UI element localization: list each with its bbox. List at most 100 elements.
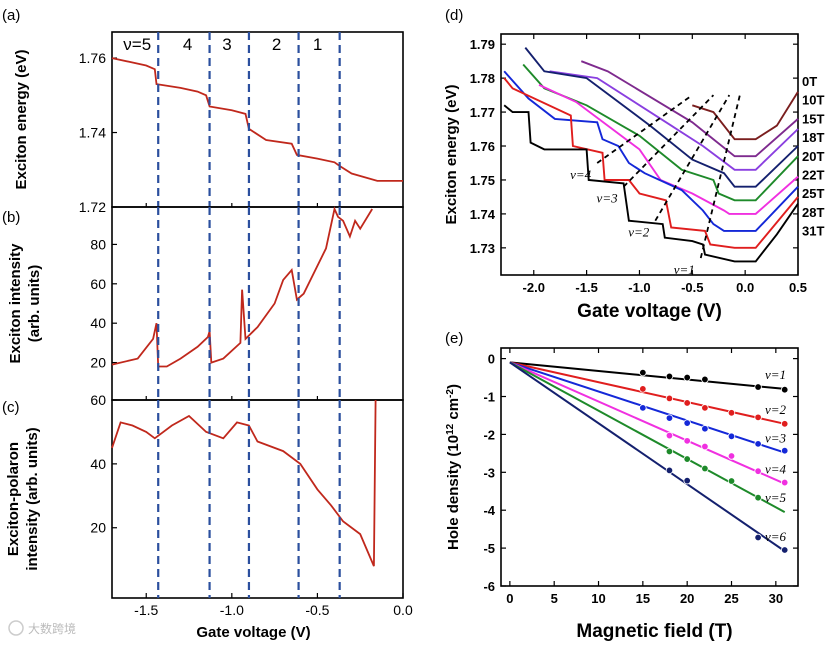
plot-frame xyxy=(111,31,404,208)
filling-factor-dashed-line xyxy=(622,94,715,188)
filling-factor-label: 4 xyxy=(183,35,192,54)
x-tick-label: -2.0 xyxy=(523,280,545,295)
y-tick-label: 1.77 xyxy=(470,105,495,120)
x-axis-label: Magnetic field (T) xyxy=(576,621,732,642)
data-point xyxy=(683,399,691,407)
data-point xyxy=(665,466,674,475)
series-line-10T xyxy=(580,60,799,158)
data-point xyxy=(754,533,762,542)
series-label: ν=2 xyxy=(765,402,787,417)
x-tick-label: 10 xyxy=(591,591,605,606)
series-line-31T xyxy=(503,104,799,263)
data-point xyxy=(727,432,736,441)
y-tick-label: 60 xyxy=(90,392,106,408)
y-tick-label: 1.76 xyxy=(79,50,106,66)
y-axis-label-part: cm xyxy=(445,398,462,424)
data-point xyxy=(754,440,762,448)
y-axis-label: Exciton-polaron xyxy=(5,442,22,556)
y-tick-label: 1.75 xyxy=(470,173,495,188)
plot-frame xyxy=(111,399,404,599)
x-tick-label: -1.5 xyxy=(575,280,597,295)
fit-line-ν=2 xyxy=(509,361,785,425)
y-tick-label: 1.73 xyxy=(470,241,495,256)
y-tick-label: 0 xyxy=(488,352,495,367)
x-tick-label: 30 xyxy=(769,591,783,606)
data-point xyxy=(781,385,789,394)
x-tick-label: 0.0 xyxy=(736,280,754,295)
legend-label: 31T xyxy=(802,224,824,239)
y-tick-label: -6 xyxy=(483,579,495,594)
data-point xyxy=(701,464,709,473)
panel-label-e: (e) xyxy=(445,330,463,347)
fit-line-ν=4 xyxy=(509,361,786,485)
x-tick-label: -1.0 xyxy=(220,602,244,618)
filling-factor-dashed-line xyxy=(596,94,693,164)
data-point xyxy=(665,372,674,381)
x-tick-label: 5 xyxy=(551,591,558,606)
y-tick-label: 1.76 xyxy=(470,139,495,154)
data-point xyxy=(727,477,736,485)
legend-label: 15T xyxy=(802,111,824,126)
data-line-b xyxy=(111,206,373,368)
filling-factor-label: 2 xyxy=(272,35,281,54)
panel-label-c: (c) xyxy=(2,399,20,416)
panel-label-d: (d) xyxy=(445,7,463,24)
x-tick-label: -1.5 xyxy=(134,602,158,618)
series-label: ν=5 xyxy=(765,490,787,505)
plot-frame xyxy=(500,347,799,587)
x-tick-label: -0.5 xyxy=(681,280,703,295)
watermark-text: 大数跨境 xyxy=(28,621,76,636)
panel-e: 0 -1 -2 -3 -4 -5 -6 0 5 10 15 20 25 30 ν=1 ν=2 ν=3 ν=4 ν=5… xyxy=(445,347,799,642)
y-tick-label: 40 xyxy=(90,456,106,472)
data-point xyxy=(701,375,709,384)
data-point xyxy=(683,476,691,485)
legend-label: 0T xyxy=(802,74,817,89)
series-line-15T xyxy=(549,70,799,171)
x-axis-label: Gate voltage (V) xyxy=(577,301,722,322)
data-point xyxy=(665,431,674,440)
series-line-0T xyxy=(692,91,799,141)
legend-label: 28T xyxy=(802,205,824,220)
y-axis-label: Hole density (1012 cm-2) xyxy=(445,384,463,550)
data-point xyxy=(665,394,674,403)
filling-labels-a: ν=5 4 3 2 1 Gate voltage (V) xyxy=(123,35,322,641)
fit-line-ν=5 xyxy=(509,361,786,513)
fit-line-ν=1 xyxy=(509,361,785,390)
fit-line-ν=3 xyxy=(509,361,786,454)
data-point xyxy=(754,413,762,422)
data-point xyxy=(754,493,762,502)
data-point xyxy=(781,478,789,487)
data-point xyxy=(665,447,674,456)
y-tick-label: 1.72 xyxy=(79,199,106,215)
y-tick-label: 80 xyxy=(90,236,106,252)
legend-label: 20T xyxy=(802,149,824,164)
legend-label: 22T xyxy=(802,168,824,183)
x-tick-label: 15 xyxy=(636,591,650,606)
x-axis-label-c: Gate voltage (V) xyxy=(196,624,310,641)
data-point xyxy=(727,452,736,460)
series-label: ν=4 xyxy=(765,462,787,477)
y-axis-label-part: -2 xyxy=(445,389,456,398)
series-line-28T xyxy=(503,77,799,249)
y-tick-label: 1.78 xyxy=(470,71,495,86)
filling-factor-label: ν=5 xyxy=(123,35,151,54)
y-axis-label-part: Hole density (10 xyxy=(445,435,462,550)
legend-label: 18T xyxy=(802,130,824,145)
x-tick-label: -0.5 xyxy=(305,602,329,618)
series-line-18T xyxy=(524,47,799,188)
plot-frame xyxy=(111,206,404,401)
x-tick-label: 0.0 xyxy=(393,602,413,618)
panel-labels: (a) (b) (c) (d) (e) xyxy=(2,7,463,416)
y-tick-label: 1.79 xyxy=(470,37,495,52)
series-label: ν=3 xyxy=(765,431,787,446)
legend-label: 25T xyxy=(802,186,824,201)
y-tick-label: -2 xyxy=(483,427,495,442)
plot-frame xyxy=(500,33,799,276)
y-tick-label: 20 xyxy=(90,355,106,371)
data-point xyxy=(781,546,789,554)
data-point xyxy=(665,414,674,422)
filling-factor-label: 3 xyxy=(222,35,231,54)
y-tick-label: -1 xyxy=(483,390,495,405)
fit-line-ν=6 xyxy=(509,361,786,552)
data-point xyxy=(639,404,647,412)
